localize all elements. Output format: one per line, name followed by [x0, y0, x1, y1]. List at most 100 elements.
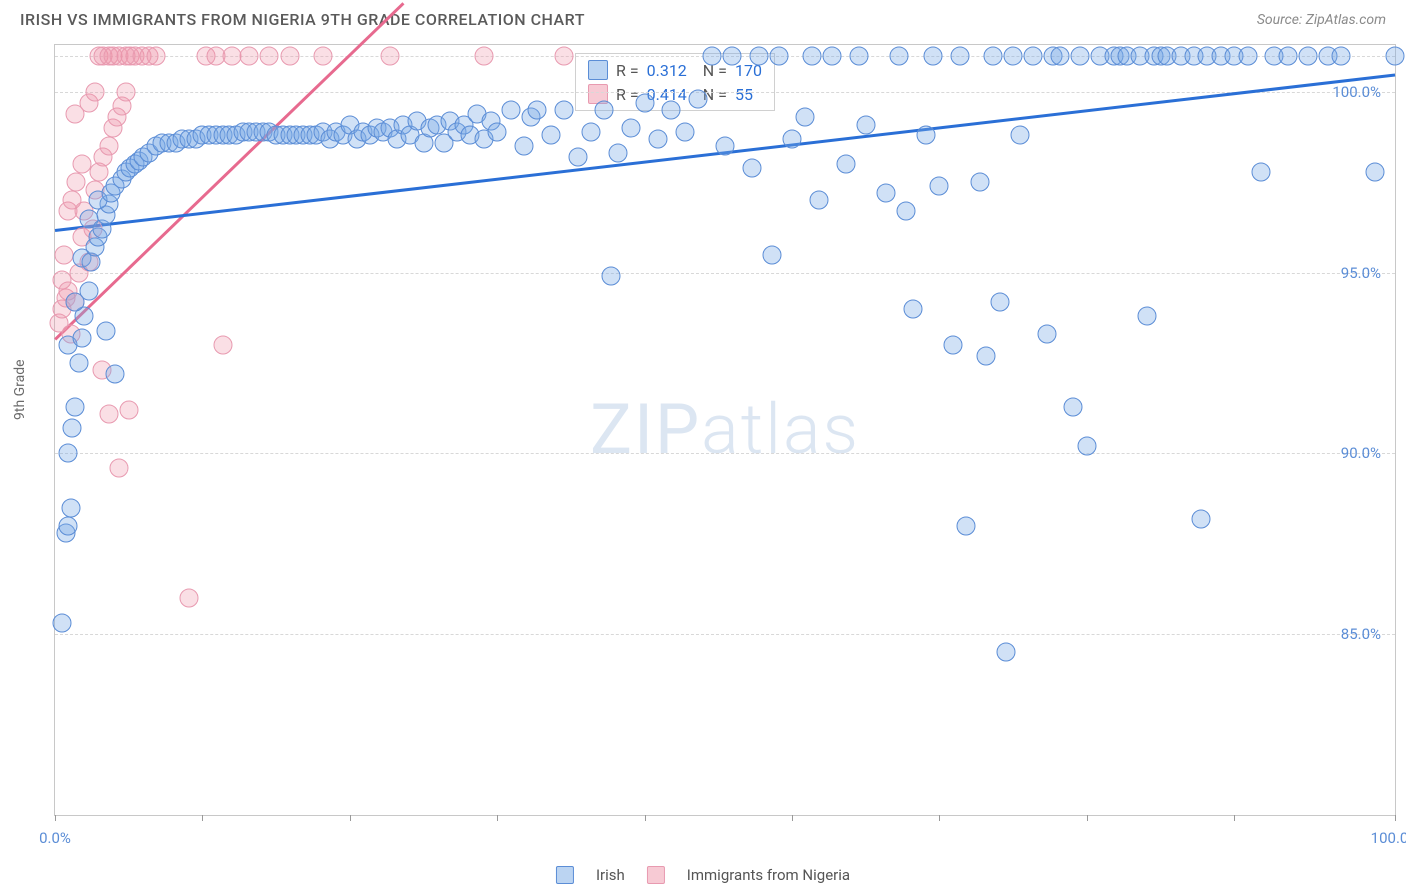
data-point: [1051, 46, 1070, 65]
series-legend: Irish Immigrants from Nigeria: [556, 866, 850, 884]
data-point: [876, 184, 895, 203]
data-point: [702, 46, 721, 65]
data-point: [72, 155, 91, 174]
data-point: [99, 404, 118, 423]
data-point: [769, 46, 788, 65]
data-point: [59, 516, 78, 535]
data-point: [501, 101, 520, 120]
data-point: [96, 321, 115, 340]
data-point: [146, 46, 165, 65]
swatch-irish: [588, 60, 608, 80]
data-point: [984, 46, 1003, 65]
y-tick-label: 100.0%: [1332, 83, 1381, 101]
data-point: [240, 46, 259, 65]
data-point: [850, 46, 869, 65]
data-point: [1138, 307, 1157, 326]
data-point: [990, 292, 1009, 311]
data-point: [528, 101, 547, 120]
data-point: [1077, 437, 1096, 456]
data-point: [595, 101, 614, 120]
y-tick-label: 95.0%: [1341, 264, 1381, 282]
data-point: [649, 129, 668, 148]
data-point: [52, 614, 71, 633]
data-point: [59, 444, 78, 463]
data-point: [722, 46, 741, 65]
data-point: [957, 516, 976, 535]
data-point: [602, 267, 621, 286]
data-point: [689, 90, 708, 109]
data-point: [1024, 46, 1043, 65]
data-point: [749, 46, 768, 65]
data-point: [622, 119, 641, 138]
data-point: [1278, 46, 1297, 65]
scatter-chart: ZIPatlas R = 0.312 N = 170 R = 0.414 N =…: [54, 44, 1396, 816]
data-point: [117, 82, 136, 101]
data-point: [943, 336, 962, 355]
data-point: [62, 498, 81, 517]
data-point: [381, 46, 400, 65]
data-point: [675, 122, 694, 141]
data-point: [555, 46, 574, 65]
data-point: [803, 46, 822, 65]
data-point: [488, 122, 507, 141]
source-label: Source: ZipAtlas.com: [1257, 12, 1386, 28]
data-point: [67, 173, 86, 192]
data-point: [72, 328, 91, 347]
data-point: [541, 126, 560, 145]
data-point: [917, 126, 936, 145]
data-point: [222, 46, 241, 65]
data-point: [1191, 509, 1210, 528]
data-point: [1298, 46, 1317, 65]
data-point: [79, 281, 98, 300]
data-point: [836, 155, 855, 174]
y-tick-label: 90.0%: [1341, 444, 1381, 462]
data-point: [716, 137, 735, 156]
data-point: [1010, 126, 1029, 145]
chart-header: IRISH VS IMMIGRANTS FROM NIGERIA 9TH GRA…: [0, 0, 1406, 35]
legend-label-nigeria: Immigrants from Nigeria: [687, 866, 850, 884]
data-point: [1238, 46, 1257, 65]
data-point: [55, 245, 74, 264]
data-point: [1365, 162, 1384, 181]
watermark: ZIPatlas: [590, 389, 860, 471]
data-point: [1004, 46, 1023, 65]
data-point: [783, 129, 802, 148]
data-point: [180, 589, 199, 608]
data-point: [930, 176, 949, 195]
data-point: [809, 191, 828, 210]
data-point: [99, 137, 118, 156]
data-point: [119, 401, 138, 420]
legend-label-irish: Irish: [596, 866, 625, 884]
data-point: [896, 202, 915, 221]
y-tick-label: 85.0%: [1341, 625, 1381, 643]
data-point: [1037, 325, 1056, 344]
data-point: [1064, 397, 1083, 416]
x-tick-label: 100.0%: [1371, 829, 1406, 847]
data-point: [110, 458, 129, 477]
data-point: [796, 108, 815, 127]
data-point: [515, 137, 534, 156]
data-point: [86, 82, 105, 101]
swatch-nigeria-icon: [647, 866, 665, 884]
data-point: [662, 101, 681, 120]
data-point: [950, 46, 969, 65]
data-point: [66, 397, 85, 416]
data-point: [970, 173, 989, 192]
data-point: [1252, 162, 1271, 181]
data-point: [997, 643, 1016, 662]
swatch-irish-icon: [556, 866, 574, 884]
data-point: [1071, 46, 1090, 65]
data-point: [823, 46, 842, 65]
data-point: [213, 336, 232, 355]
data-point: [856, 115, 875, 134]
data-point: [762, 245, 781, 264]
data-point: [260, 46, 279, 65]
data-point: [314, 46, 333, 65]
data-point: [474, 46, 493, 65]
data-point: [977, 346, 996, 365]
data-point: [106, 364, 125, 383]
data-point: [890, 46, 909, 65]
data-point: [1332, 46, 1351, 65]
y-axis-label: 9th Grade: [12, 359, 28, 420]
data-point: [280, 46, 299, 65]
